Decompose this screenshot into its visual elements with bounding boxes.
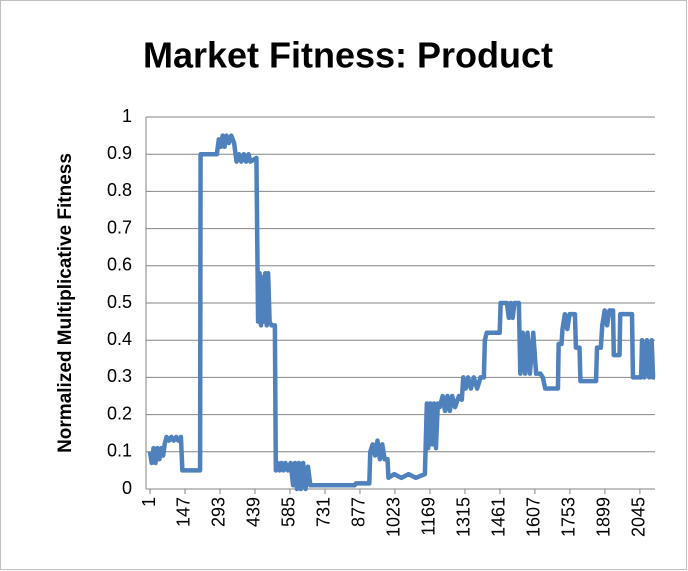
chart-title: Market Fitness: Product — [143, 35, 553, 76]
y-tick-label: 0.2 — [107, 403, 132, 423]
x-tick-label: 1899 — [594, 497, 614, 537]
x-tick-label: 1 — [139, 497, 159, 507]
y-tick-label: 0.5 — [107, 292, 132, 312]
x-tick-label: 147 — [174, 497, 194, 527]
data-line — [147, 133, 656, 492]
y-axis-label: Normalized Multiplicative Fitness — [55, 153, 76, 453]
x-tick-label: 439 — [244, 497, 264, 527]
y-tick-label: 0.1 — [107, 441, 132, 461]
y-tick-label: 0 — [122, 478, 132, 498]
x-tick-label: 2045 — [629, 497, 649, 537]
y-tick-label: 0.3 — [107, 366, 132, 386]
y-tick-label: 0.4 — [107, 329, 132, 349]
y-tick-label: 0.9 — [107, 143, 132, 163]
y-tick-label: 0.8 — [107, 180, 132, 200]
y-tick-label: 0.6 — [107, 255, 132, 275]
x-tick-label: 877 — [349, 497, 369, 527]
x-tick-label: 293 — [209, 497, 229, 527]
x-tick-label: 1169 — [419, 497, 439, 536]
x-tick-label: 1607 — [524, 497, 544, 537]
x-tick-label: 731 — [314, 497, 334, 527]
y-tick-label: 1 — [122, 106, 132, 126]
x-tick-label: 1753 — [559, 497, 579, 537]
x-tick-label: 1023 — [384, 497, 404, 537]
y-tick-label: 0.7 — [107, 217, 132, 237]
x-tick-label: 585 — [279, 497, 299, 527]
x-tick-label: 1315 — [454, 497, 474, 537]
x-tick-label: 1461 — [489, 497, 509, 537]
